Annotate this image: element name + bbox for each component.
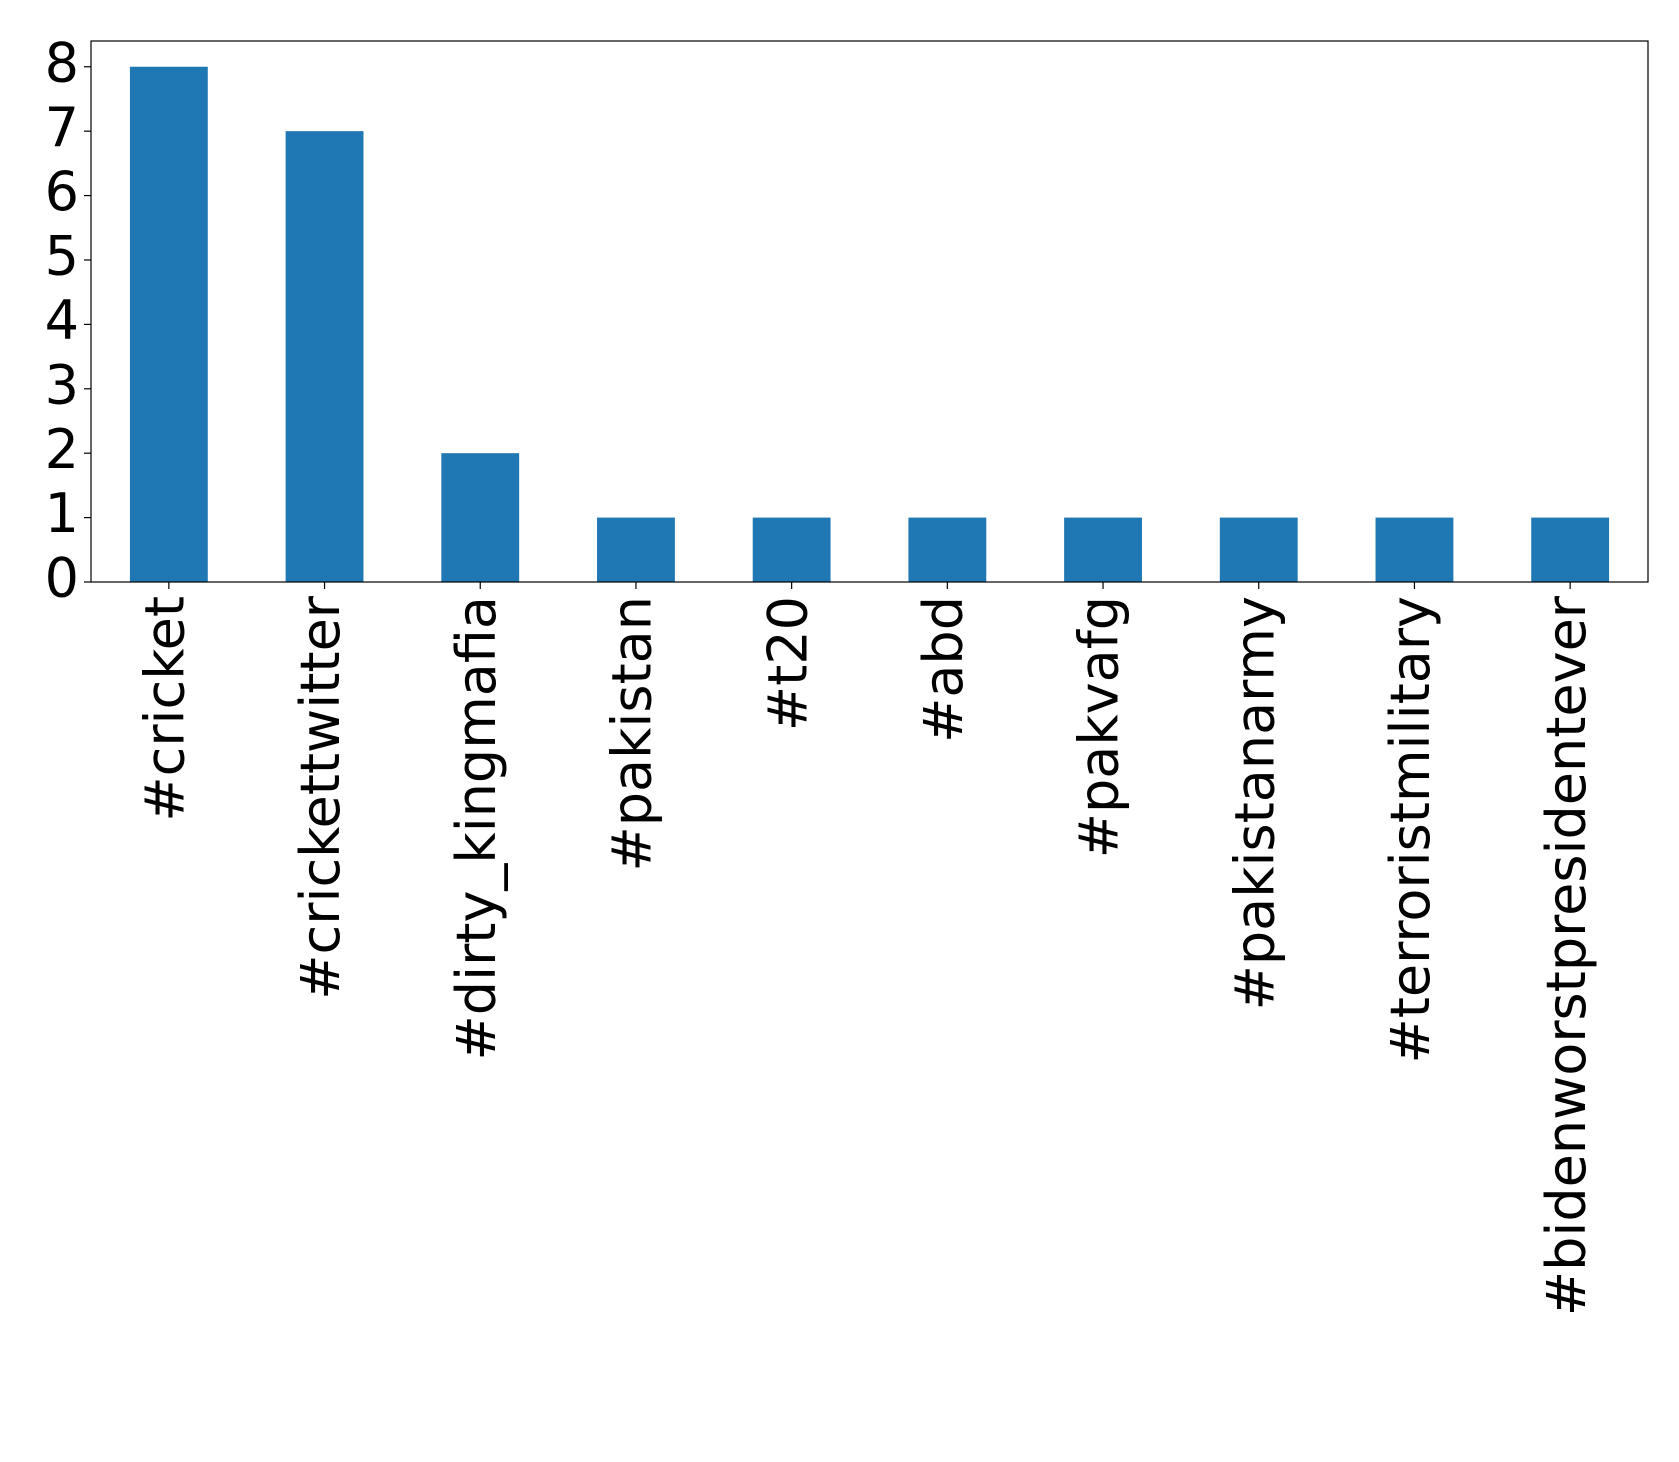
y-tick-label: 4 <box>45 289 79 352</box>
y-tick-label: 1 <box>45 482 79 545</box>
y-tick-label: 2 <box>45 418 79 481</box>
x-tick-label: #cricket <box>133 596 196 822</box>
bar <box>908 517 987 582</box>
x-tick-label: #pakistan <box>601 596 664 872</box>
y-tick-label: 8 <box>45 31 79 94</box>
x-tick-label: #pakistanarmy <box>1223 596 1286 1010</box>
x-tick-label: #pakvafg <box>1068 596 1131 858</box>
y-tick-label: 0 <box>45 547 79 610</box>
x-tick-label: #terroristmilitary <box>1379 596 1442 1064</box>
x-tick-label: #dirty_kingmafia <box>445 596 508 1060</box>
x-tick-label: #abd <box>912 596 975 743</box>
y-tick-label: 6 <box>45 160 79 223</box>
bar <box>129 66 208 582</box>
x-tick-label: #crickettwitter <box>289 595 352 999</box>
x-tick-label: #bidenworstpresidentever <box>1535 595 1598 1316</box>
bar <box>1375 517 1454 582</box>
bar <box>441 453 520 582</box>
bar <box>597 517 675 582</box>
bar <box>1219 517 1298 582</box>
bar <box>1531 517 1610 582</box>
bar <box>752 517 831 582</box>
y-tick-label: 7 <box>45 96 79 159</box>
y-tick-label: 5 <box>45 225 79 288</box>
bar <box>285 131 364 582</box>
x-tick-label: #t20 <box>756 596 819 731</box>
bar <box>1064 517 1142 582</box>
plot-frame <box>90 40 1649 583</box>
y-tick-label: 3 <box>45 353 79 416</box>
